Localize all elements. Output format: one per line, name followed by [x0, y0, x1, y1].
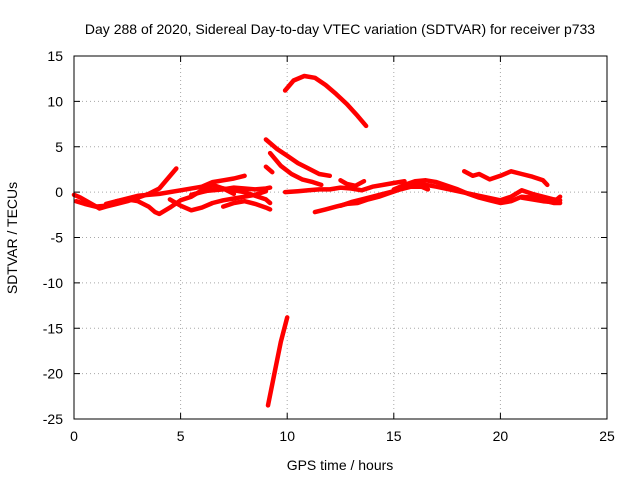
- series-arc-20: [519, 194, 563, 205]
- y-tick-label: -10: [43, 275, 63, 291]
- x-tick-label: 25: [599, 428, 615, 444]
- x-tick-label: 5: [177, 428, 185, 444]
- series-arc-6: [199, 185, 273, 194]
- grid: [74, 56, 607, 419]
- series-arc-3: [103, 182, 237, 217]
- series-arc-19: [461, 169, 550, 188]
- series-arc-13: [282, 178, 407, 195]
- series-arc-18: [412, 180, 563, 203]
- y-tick-label: -25: [43, 411, 63, 427]
- series-arc-10: [267, 150, 324, 188]
- series-arc-11: [263, 164, 275, 175]
- series-arc-12: [282, 73, 369, 129]
- series-arc-16: [338, 178, 367, 189]
- y-tick-label: 5: [55, 139, 63, 155]
- plot-frame: [73, 55, 608, 420]
- chart-title: Day 288 of 2020, Sidereal Day-to-day VTE…: [85, 21, 595, 37]
- y-tick-label: -15: [43, 320, 63, 336]
- series-arc-8: [265, 315, 290, 408]
- x-tick-label: 20: [493, 428, 509, 444]
- y-tick-label: 10: [47, 93, 63, 109]
- ticks: 0 5 10 15 20 25 -25 -20 -15 -10 -5 0 5 10 15: [43, 48, 615, 444]
- y-tick-label: -20: [43, 366, 63, 382]
- x-tick-label: 10: [279, 428, 295, 444]
- series-arc-9: [263, 137, 333, 179]
- y-tick-label: -5: [51, 230, 64, 246]
- x-tick-label: 0: [70, 428, 78, 444]
- x-axis-label: GPS time / hours: [287, 457, 394, 473]
- y-tick-label: 0: [55, 184, 63, 200]
- series-arc-7: [220, 198, 273, 212]
- x-tick-label: 15: [386, 428, 402, 444]
- series-arc-1: [71, 166, 179, 211]
- data-series: [71, 73, 563, 408]
- y-tick-label: 15: [47, 48, 63, 64]
- y-axis-label: SDTVAR / TECUs: [4, 182, 20, 294]
- series-arc-2: [73, 173, 247, 209]
